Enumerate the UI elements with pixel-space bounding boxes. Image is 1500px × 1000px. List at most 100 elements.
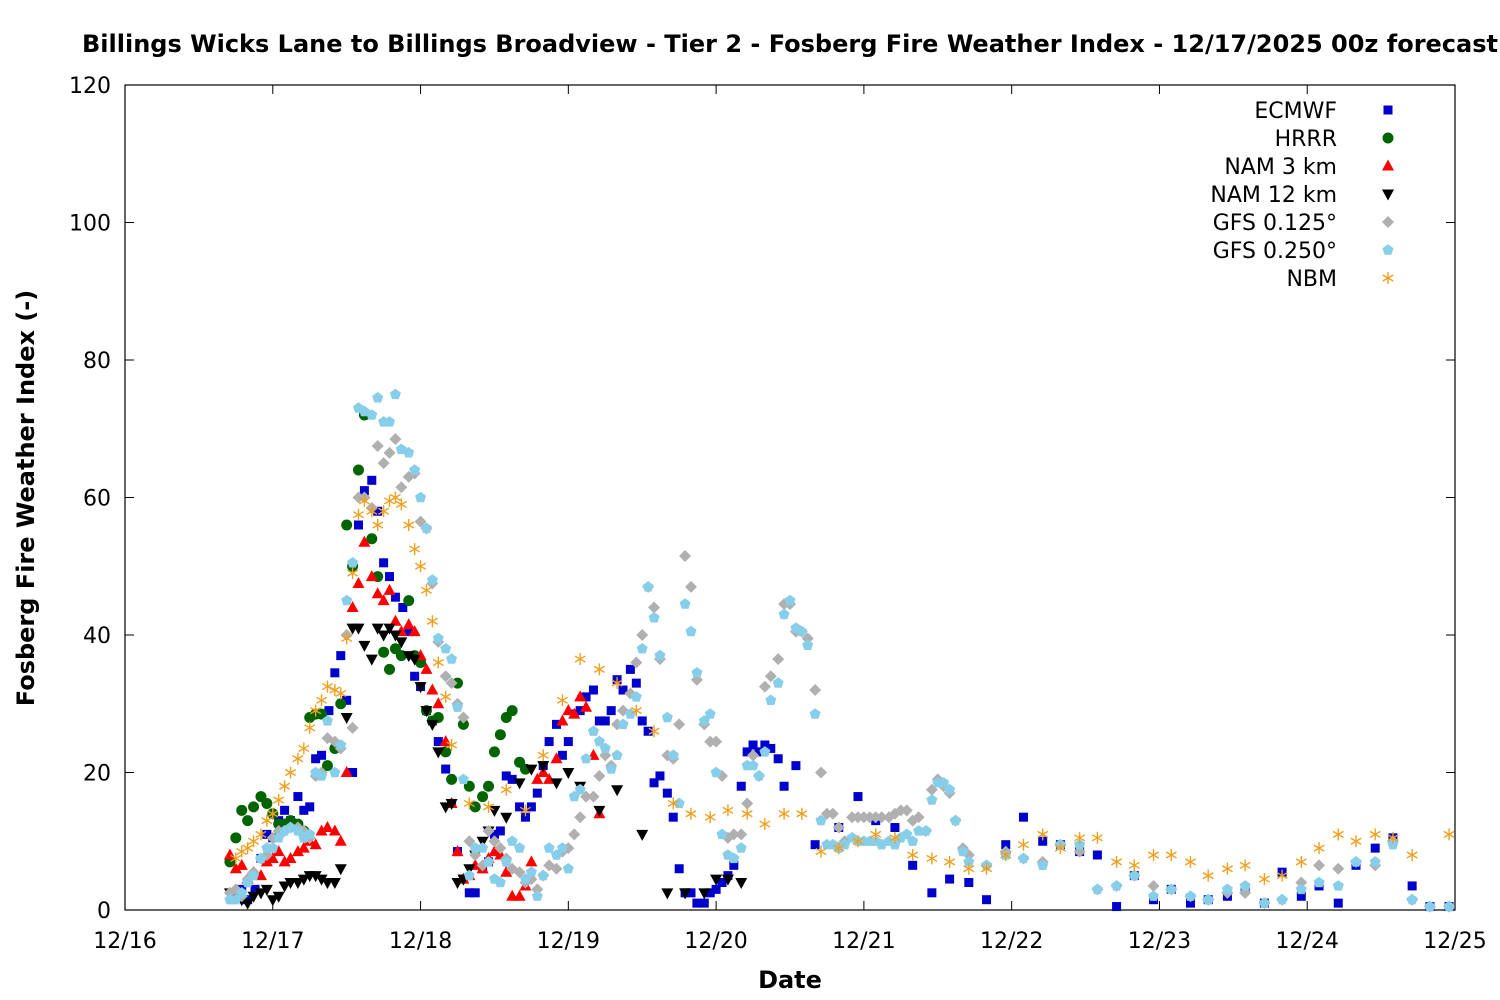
data-point (1332, 828, 1344, 841)
data-point (420, 662, 433, 674)
data-point (378, 505, 390, 518)
data-point (267, 807, 279, 820)
data-point (1202, 869, 1214, 882)
data-point (321, 821, 334, 832)
data-point (469, 801, 481, 813)
data-point (500, 865, 513, 877)
data-point (679, 549, 692, 562)
data-point (488, 845, 501, 857)
data-point (624, 708, 636, 719)
data-point (563, 737, 573, 747)
data-point (441, 764, 451, 774)
data-point (779, 781, 789, 791)
data-point (507, 774, 517, 784)
data-point (395, 637, 408, 649)
data-point (500, 856, 512, 867)
data-point (1276, 869, 1288, 882)
data-point (1239, 859, 1251, 872)
data-point (692, 898, 702, 908)
y-tick-label: 80 (83, 349, 111, 374)
data-point (1202, 893, 1214, 905)
data-point (1147, 849, 1160, 861)
y-tick-label: 100 (69, 212, 111, 237)
data-point (525, 764, 538, 776)
data-point (963, 862, 975, 875)
data-point (587, 790, 600, 803)
data-point (328, 824, 341, 836)
data-point (347, 557, 359, 568)
data-point (667, 797, 679, 810)
data-point (500, 783, 512, 796)
data-point (1295, 876, 1308, 889)
data-point (717, 878, 727, 887)
data-point (403, 595, 415, 607)
data-point (1165, 849, 1177, 861)
data-point (1054, 842, 1066, 855)
data-point (266, 895, 279, 907)
series-gfs-0-125- (223, 433, 1456, 913)
data-point (562, 704, 575, 716)
data-point (1184, 855, 1197, 868)
data-point (353, 520, 363, 530)
data-point (324, 706, 334, 716)
data-point (580, 700, 593, 712)
data-point (359, 486, 369, 496)
data-point (346, 721, 359, 734)
data-point (1406, 849, 1418, 861)
data-point (250, 884, 260, 894)
data-point (784, 594, 796, 606)
data-point (341, 632, 353, 645)
data-point (736, 781, 746, 791)
data-point (617, 718, 629, 730)
data-point (1037, 828, 1049, 841)
legend-marker (1382, 272, 1394, 284)
data-point (371, 623, 384, 635)
data-point (299, 805, 309, 815)
data-point (543, 842, 555, 853)
data-point (501, 771, 511, 781)
data-point (594, 716, 604, 726)
data-point (316, 770, 328, 781)
data-point (1332, 862, 1345, 875)
data-point (1258, 873, 1270, 886)
data-point (684, 580, 697, 593)
data-point (373, 506, 383, 516)
data-point (691, 667, 703, 678)
data-point (389, 491, 401, 504)
data-point (748, 740, 758, 750)
data-point (758, 680, 771, 693)
data-point (414, 515, 427, 528)
data-point (1239, 880, 1251, 891)
data-point (291, 878, 304, 889)
data-point (272, 891, 285, 903)
data-point (439, 802, 452, 814)
data-point (426, 719, 439, 731)
data-point (537, 749, 549, 762)
data-point (426, 615, 438, 628)
data-point (377, 630, 390, 642)
data-point (1112, 902, 1122, 912)
data-point (267, 842, 279, 853)
x-axis: 12/16 12/17 12/18 12/19 12/20 12/21 12/22 12/23… (93, 85, 1487, 954)
data-point (525, 866, 537, 877)
data-point (515, 802, 525, 812)
data-point (636, 829, 649, 841)
data-point (254, 869, 267, 881)
data-point (432, 747, 445, 759)
data-point (852, 835, 864, 848)
data-point (815, 814, 827, 826)
data-point (236, 804, 248, 816)
data-point (1165, 883, 1177, 895)
data-point (432, 632, 444, 644)
data-point (513, 889, 526, 901)
data-point (674, 864, 684, 874)
data-point (557, 750, 567, 760)
data-point (262, 829, 272, 839)
data-point (398, 603, 408, 612)
data-point (1313, 859, 1326, 872)
data-points (223, 388, 1456, 913)
data-point (552, 719, 562, 729)
data-point (711, 884, 721, 894)
legend-label: ECMWF (1254, 99, 1337, 124)
data-point (1313, 842, 1325, 855)
